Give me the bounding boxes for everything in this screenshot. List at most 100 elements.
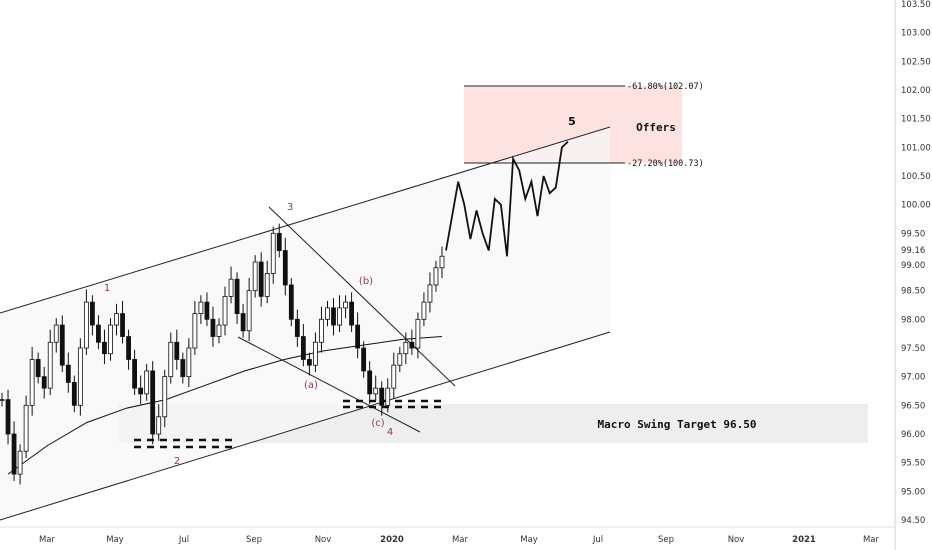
candle-body: [433, 267, 439, 286]
x-tick-label: 2021: [792, 535, 816, 545]
candle-body: [264, 273, 270, 297]
y-tick-label: 101.50: [901, 115, 931, 125]
candle-body: [168, 341, 174, 378]
candle-body: [367, 370, 373, 395]
candle-body: [282, 250, 288, 286]
candle-body: [252, 261, 258, 292]
x-tick-label: Mar: [863, 535, 880, 545]
wave-b-label: (b): [359, 276, 373, 287]
candle-body: [270, 232, 276, 274]
wave-3-label: 3: [287, 202, 293, 213]
candle-body: [294, 318, 300, 337]
fib-61-label: -61.80%(102.07): [627, 82, 704, 92]
candle-body: [258, 261, 264, 297]
y-tick-label: 103.50: [901, 0, 931, 10]
candle-body: [313, 341, 318, 366]
y-tick-label: 98.50: [901, 287, 925, 297]
candle-body: [186, 347, 192, 378]
candle-body: [132, 359, 138, 389]
y-tick-label: 99.16: [901, 246, 925, 256]
x-tick-label: May: [106, 535, 124, 545]
candle-body: [150, 370, 156, 435]
x-tick-label: Sep: [246, 535, 262, 545]
candle-body: [204, 301, 210, 320]
candle-body: [361, 347, 367, 372]
candle-body: [65, 364, 71, 383]
y-tick-label: 95.00: [901, 487, 925, 497]
candle-body: [180, 359, 186, 378]
candle-body: [325, 307, 330, 320]
time-axis-ticks: Mar May Jul Sep Nov 2020 Mar May Jul Sep Nov 2021 Ma…: [39, 535, 880, 545]
y-tick-label: 96.00: [901, 430, 925, 440]
candle-body: [108, 324, 113, 355]
wave-a-label: (a): [304, 380, 318, 391]
candle-body: [409, 341, 415, 349]
downtrend-line-b: [268, 206, 456, 387]
candle-body: [349, 301, 354, 326]
fib-27-label: -27.20%(100.73): [627, 159, 704, 169]
candle-body: [174, 341, 180, 360]
lower-channel-line: [0, 331, 611, 521]
wave-2-label: 2: [174, 456, 180, 467]
candle-body: [96, 324, 101, 343]
candle-body: [114, 313, 119, 326]
candle-body: [5, 399, 11, 435]
candle-body: [306, 359, 312, 366]
candle-body: [427, 284, 433, 303]
candle-body: [379, 387, 385, 406]
candle-body: [71, 381, 77, 406]
trend-lines: [0, 85, 625, 521]
candle-body: [192, 313, 198, 349]
candle-body: [156, 416, 162, 435]
candle-body: [90, 301, 95, 326]
y-tick-label: 101.00: [901, 143, 931, 153]
candle-body: [391, 364, 397, 389]
candle-body: [403, 341, 409, 355]
annotation-labels: 1 2 3 4 5 (a) (b) (c) -61.80%(102.07) -2…: [104, 82, 757, 467]
upper-channel-line: [0, 126, 611, 314]
y-tick-label: 99.50: [901, 229, 925, 239]
candle-body: [331, 307, 336, 326]
candles-layer: [0, 223, 445, 485]
x-tick-label: Nov: [728, 535, 745, 545]
candle-body: [23, 404, 29, 452]
downtrend-line-c: [237, 336, 421, 433]
y-tick-label: 100.00: [901, 201, 931, 211]
x-tick-label: Jul: [178, 535, 189, 545]
x-tick-label: 2020: [380, 535, 404, 545]
y-tick-label: 99.00: [901, 261, 925, 271]
candle-body: [234, 278, 240, 315]
candle-body: [53, 324, 59, 343]
wave-5-label: 5: [568, 115, 576, 128]
projection-layer: [445, 140, 569, 257]
candle-body: [162, 376, 168, 418]
macro-target-label: Macro Swing Target 96.50: [598, 418, 757, 431]
price-axis-ticks: 103.50 103.00 102.50 102.00 101.50 101.00 100.…: [901, 0, 931, 526]
dashed-level-wave2: [134, 438, 232, 449]
candle-body: [288, 284, 294, 320]
candle-body: [343, 301, 348, 309]
wave-4-label: 4: [387, 427, 393, 438]
candle-body: [373, 387, 379, 395]
offers-label: Offers: [636, 121, 676, 134]
candle-body: [11, 433, 17, 475]
candle-body: [102, 341, 107, 355]
candle-body: [216, 324, 222, 337]
price-axis-background: [895, 0, 932, 550]
y-tick-label: 102.50: [901, 57, 931, 67]
candle-body: [300, 336, 306, 360]
candle-body: [397, 353, 403, 366]
candle-body: [222, 295, 228, 326]
candle-body: [35, 359, 41, 378]
candle-body: [17, 450, 23, 475]
candle-body: [421, 301, 427, 320]
y-tick-label: 100.50: [901, 172, 931, 182]
wave-1-label: 1: [104, 283, 110, 294]
y-tick-label: 94.50: [901, 516, 925, 526]
wave-c-label: (c): [371, 418, 384, 429]
candle-body: [355, 324, 361, 349]
candle-body: [228, 278, 234, 297]
x-tick-label: Mar: [39, 535, 56, 545]
